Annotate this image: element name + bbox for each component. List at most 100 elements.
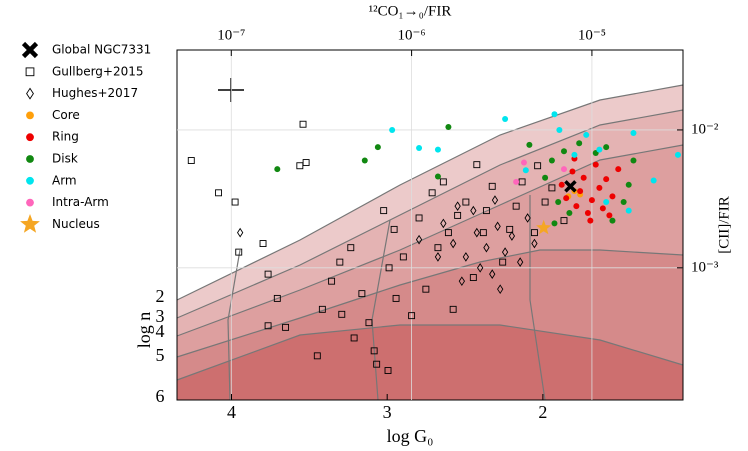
point	[512, 202, 520, 210]
point	[576, 140, 583, 147]
point	[560, 217, 568, 225]
point	[560, 166, 567, 173]
region	[177, 325, 683, 400]
point	[449, 305, 457, 313]
point	[548, 157, 555, 164]
point	[603, 176, 610, 183]
point	[584, 209, 591, 216]
point	[477, 262, 484, 273]
legend-marker	[25, 67, 35, 77]
point	[573, 203, 580, 210]
point	[358, 290, 366, 298]
point	[508, 231, 516, 241]
point	[338, 310, 346, 318]
point	[235, 248, 243, 256]
point	[571, 151, 578, 158]
x-tick-label: 10⁻⁵	[578, 27, 606, 43]
point	[630, 130, 637, 137]
point	[428, 189, 436, 197]
point	[520, 159, 527, 166]
point	[482, 207, 490, 215]
point	[458, 276, 465, 287]
point	[524, 213, 531, 223]
g0-tick-label: 4	[227, 402, 236, 422]
point	[215, 189, 223, 197]
point	[588, 197, 595, 204]
point	[494, 221, 501, 232]
point	[483, 242, 490, 253]
n-label: 6	[156, 386, 165, 406]
y-tick-label: 10⁻³	[691, 259, 719, 275]
curve	[176, 249, 684, 358]
point	[434, 252, 442, 262]
point	[422, 285, 430, 293]
point	[587, 217, 594, 224]
point	[625, 207, 632, 214]
point	[499, 258, 507, 266]
point	[566, 209, 573, 216]
point	[531, 238, 538, 249]
point	[434, 173, 441, 180]
legend-marker	[26, 111, 34, 120]
point	[580, 174, 587, 181]
point	[506, 225, 514, 233]
point	[563, 195, 570, 202]
point	[415, 214, 423, 222]
point	[556, 126, 563, 133]
point	[470, 205, 477, 216]
point	[592, 161, 599, 168]
point	[273, 294, 281, 302]
point	[596, 184, 603, 191]
legend-marker	[26, 198, 34, 207]
point	[551, 220, 558, 227]
curve	[176, 109, 684, 319]
legend-marker	[26, 87, 34, 100]
curve	[176, 324, 684, 381]
curve	[176, 84, 684, 301]
legend-marker	[26, 155, 34, 163]
point	[501, 247, 509, 257]
point	[361, 157, 368, 164]
point	[450, 238, 457, 249]
legend-label: Ring	[52, 130, 79, 144]
point	[350, 334, 358, 342]
point	[328, 277, 336, 285]
y-axis-title: [CII]/FIR	[716, 196, 732, 254]
n-label: 5	[156, 345, 165, 365]
point	[440, 218, 447, 229]
point	[296, 162, 304, 170]
point	[603, 144, 610, 151]
point	[526, 141, 533, 148]
point	[620, 199, 627, 206]
point	[583, 131, 590, 138]
x-tick-label: 10⁻⁶	[398, 27, 426, 43]
x-tick-label: 10⁻⁷	[217, 27, 245, 43]
legend-label: Intra-Arm	[52, 195, 109, 209]
model-regions	[176, 84, 684, 401]
point	[502, 116, 509, 123]
point	[390, 225, 398, 233]
point	[577, 188, 584, 195]
point	[434, 244, 442, 252]
point	[551, 111, 558, 118]
point	[630, 157, 637, 164]
g0-tick-label: 3	[383, 402, 392, 422]
point	[625, 181, 632, 188]
point	[674, 151, 681, 158]
point	[389, 126, 396, 133]
n-label: 3	[156, 306, 165, 326]
point	[497, 284, 504, 295]
point	[536, 219, 552, 235]
point	[555, 199, 562, 206]
point	[548, 184, 556, 192]
point	[569, 168, 576, 175]
point	[462, 252, 470, 262]
point	[560, 148, 567, 155]
point	[479, 229, 487, 237]
legend-label: Gullberg+2015	[52, 64, 144, 78]
point	[522, 167, 529, 174]
point	[408, 312, 416, 320]
legend-label: Core	[52, 108, 80, 122]
point	[264, 322, 272, 330]
x-axis-title: ¹²CO₁→₀/FIR	[369, 3, 452, 19]
